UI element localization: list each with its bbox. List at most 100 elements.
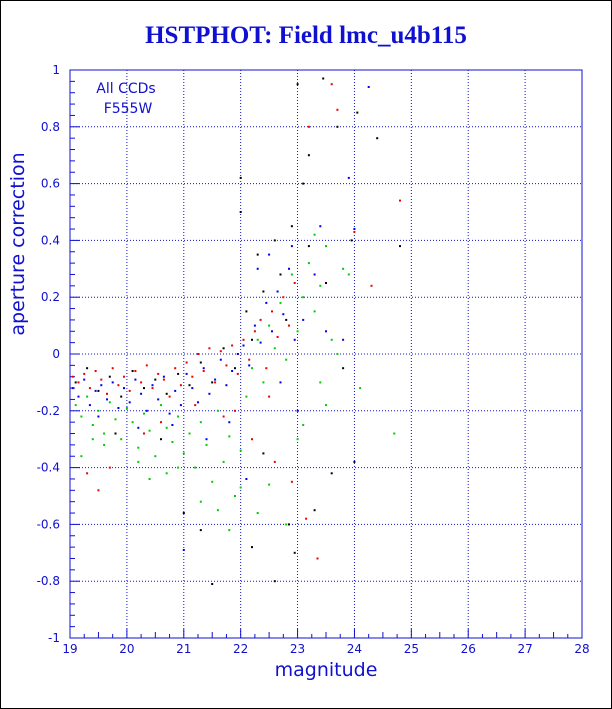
x-tick-label: 28	[574, 642, 589, 656]
data-point	[290, 245, 293, 248]
y-tick-label: -0.6	[37, 517, 60, 531]
data-point	[330, 472, 333, 475]
data-point	[182, 512, 185, 514]
x-tick-label: 25	[404, 642, 419, 656]
y-tick-label: 1	[52, 63, 60, 77]
data-point	[245, 395, 248, 398]
data-point	[262, 452, 265, 455]
data-point	[168, 412, 171, 415]
data-point	[242, 344, 245, 347]
data-point	[123, 375, 125, 378]
data-point	[216, 409, 219, 412]
data-point	[253, 324, 256, 327]
data-point	[171, 441, 174, 443]
data-point	[199, 421, 202, 424]
data-point	[313, 233, 316, 236]
data-point	[197, 401, 199, 404]
data-point	[271, 330, 273, 333]
x-tick-label: 20	[119, 642, 134, 656]
data-point	[393, 432, 396, 435]
data-point	[188, 384, 191, 387]
data-point	[259, 318, 262, 321]
chart-title: HSTPHOT: Field lmc_u4b115	[145, 22, 467, 49]
data-point	[140, 381, 143, 384]
data-point	[305, 517, 308, 520]
data-point	[143, 387, 145, 390]
data-point	[97, 415, 100, 418]
data-point	[182, 549, 185, 551]
data-point	[276, 290, 279, 293]
data-point	[125, 407, 128, 409]
data-point	[282, 296, 285, 299]
data-point	[325, 330, 327, 333]
y-tick-label: -0.4	[37, 461, 60, 475]
data-point	[359, 387, 362, 390]
data-point	[273, 580, 276, 583]
data-point	[131, 370, 134, 372]
data-point	[239, 211, 242, 213]
data-point	[222, 347, 225, 350]
data-point	[80, 455, 83, 458]
data-point	[322, 77, 325, 80]
annotation-ccds: All CCDs	[96, 81, 155, 97]
data-point	[86, 395, 89, 398]
data-point	[154, 378, 157, 381]
data-point	[253, 330, 256, 333]
data-point	[330, 338, 333, 341]
data-point	[134, 378, 137, 381]
data-point	[148, 478, 151, 480]
data-point	[177, 415, 180, 418]
data-point	[165, 392, 168, 395]
data-point	[279, 381, 282, 384]
data-point	[97, 389, 100, 392]
data-point	[216, 509, 219, 512]
data-point	[268, 253, 271, 256]
data-point	[239, 486, 242, 489]
data-point	[279, 301, 282, 304]
data-point	[350, 239, 353, 242]
data-point	[262, 381, 265, 384]
data-point	[97, 409, 100, 412]
data-point	[271, 310, 273, 313]
data-point	[143, 412, 145, 415]
data-point	[342, 367, 345, 370]
data-point	[296, 330, 299, 333]
data-point	[74, 381, 77, 384]
data-point	[251, 338, 253, 341]
data-point	[111, 381, 114, 384]
data-point	[248, 358, 251, 361]
data-point	[211, 480, 214, 483]
data-point	[177, 372, 180, 375]
data-point	[273, 460, 276, 463]
data-point	[336, 125, 339, 128]
data-point	[302, 296, 305, 299]
data-point	[313, 310, 316, 313]
data-point	[174, 367, 177, 370]
x-tick-label: 26	[461, 642, 476, 656]
data-point	[77, 395, 80, 398]
data-point	[91, 438, 94, 441]
y-tick-label: 0.6	[41, 177, 60, 191]
data-point	[251, 367, 253, 370]
data-point	[265, 367, 268, 370]
data-point	[399, 199, 401, 202]
data-point	[251, 546, 253, 549]
data-point	[290, 225, 293, 228]
data-point	[157, 372, 160, 375]
data-point	[222, 460, 225, 463]
data-point	[88, 404, 91, 407]
data-point	[285, 358, 288, 361]
data-point	[268, 395, 271, 398]
data-point	[211, 381, 214, 384]
data-point	[268, 483, 271, 486]
data-point	[100, 378, 103, 381]
data-point	[231, 344, 234, 347]
data-point	[205, 438, 208, 441]
data-point	[234, 367, 236, 370]
data-point	[293, 551, 296, 554]
data-point	[154, 455, 157, 458]
data-point	[162, 375, 165, 378]
data-point	[316, 557, 319, 560]
data-point	[376, 137, 379, 140]
